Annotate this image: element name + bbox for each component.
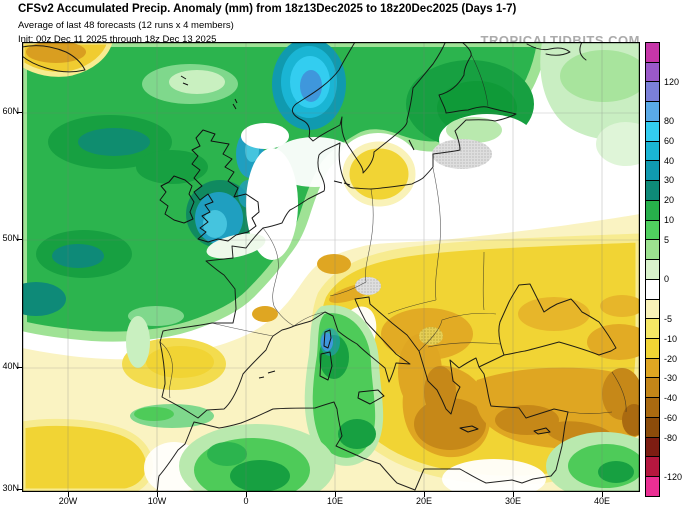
colorbar-segment <box>646 378 659 399</box>
lat-tick <box>17 489 22 490</box>
lon-label-10e: 10E <box>326 496 343 506</box>
lon-label-40e: 40E <box>593 496 610 506</box>
graticule-layer <box>22 42 640 492</box>
colorbar-segment <box>646 200 659 221</box>
colorbar-label: 80 <box>664 116 675 127</box>
lat-label-30n: 30N <box>2 483 19 493</box>
europe-map <box>6 37 662 508</box>
colorbar-label: 60 <box>664 135 675 146</box>
lon-tick <box>335 492 336 497</box>
lon-tick <box>246 492 247 497</box>
page-title: CFSv2 Accumulated Precip. Anomaly (mm) f… <box>18 3 517 15</box>
lon-label-0: 0 <box>243 496 249 506</box>
colorbar-label: -60 <box>664 412 678 423</box>
lon-tick <box>513 492 514 497</box>
colorbar-segment <box>646 299 659 320</box>
borders-layer <box>159 53 627 414</box>
colorbar-label: 20 <box>664 195 675 206</box>
lat-label-40n: 40N <box>2 361 19 371</box>
islands-layer <box>159 75 551 435</box>
colorbar-segment <box>646 477 659 496</box>
lat-tick <box>17 112 22 113</box>
colorbar-segment <box>646 161 659 182</box>
lon-tick <box>424 492 425 497</box>
colorbar-segment <box>646 220 659 241</box>
colorbar-label: 5 <box>664 234 670 245</box>
colorbar-segment <box>646 121 659 142</box>
lon-label-20e: 20E <box>415 496 432 506</box>
colorbar-label: -80 <box>664 432 678 443</box>
precip-anomaly-layers <box>6 37 662 508</box>
colorbar-segment <box>646 339 659 359</box>
colorbar-label: 30 <box>664 175 675 186</box>
lon-tick <box>157 492 158 497</box>
colorbar-segment <box>646 141 659 162</box>
colorbar-segment <box>646 43 659 63</box>
colorbar-segment <box>646 417 659 438</box>
page-subtitle: Average of last 48 forecasts (12 runs x … <box>18 20 234 31</box>
colorbar-label: -120 <box>664 472 682 483</box>
colorbar-label: 40 <box>664 155 675 166</box>
lon-tick <box>602 492 603 497</box>
colorbar-label: -20 <box>664 353 678 364</box>
colorbar-segment <box>646 102 659 122</box>
map-border <box>22 42 640 492</box>
colorbar-segment <box>646 319 659 340</box>
lon-label-10w: 10W <box>147 496 167 506</box>
colorbar-segment <box>646 62 659 83</box>
colorbar-segment <box>646 82 659 103</box>
lon-label-30e: 30E <box>504 496 521 506</box>
colorbar-segment <box>646 181 659 201</box>
colorbar-label: -40 <box>664 393 678 404</box>
colorbar-label: 10 <box>664 215 675 226</box>
colorbar-label: -5 <box>664 313 673 324</box>
init-line: Init: 00z Dec 11 2025 through 18z Dec 13… <box>18 34 217 45</box>
colorbar-segment <box>646 457 659 478</box>
lon-tick <box>68 492 69 497</box>
lat-tick <box>17 367 22 368</box>
colorbar-label: 0 <box>664 274 670 285</box>
lat-tick <box>17 239 22 240</box>
colorbar-segment <box>646 398 659 418</box>
lat-label-50n: 50N <box>2 233 19 243</box>
colorbar-segment <box>646 279 659 300</box>
lat-label-60n: 60N <box>2 106 19 116</box>
lon-label-20w: 20W <box>58 496 78 506</box>
colorbar-label: 120 <box>664 76 680 87</box>
colorbar-segment <box>646 358 659 379</box>
colorbar-label: -30 <box>664 373 678 384</box>
colorbar-label: -10 <box>664 333 678 344</box>
colorbar-segment <box>646 240 659 261</box>
coastlines-layer <box>21 41 617 493</box>
colorbar-segment <box>646 260 659 280</box>
colorbar-segment <box>646 437 659 458</box>
colorbar <box>645 42 660 497</box>
colorbar-labels: 120 80 60 40 30 20 10 5 0 -5 -10 -20 -30 -40 -60 -80 -12… <box>664 42 682 497</box>
map-frame <box>6 37 662 508</box>
